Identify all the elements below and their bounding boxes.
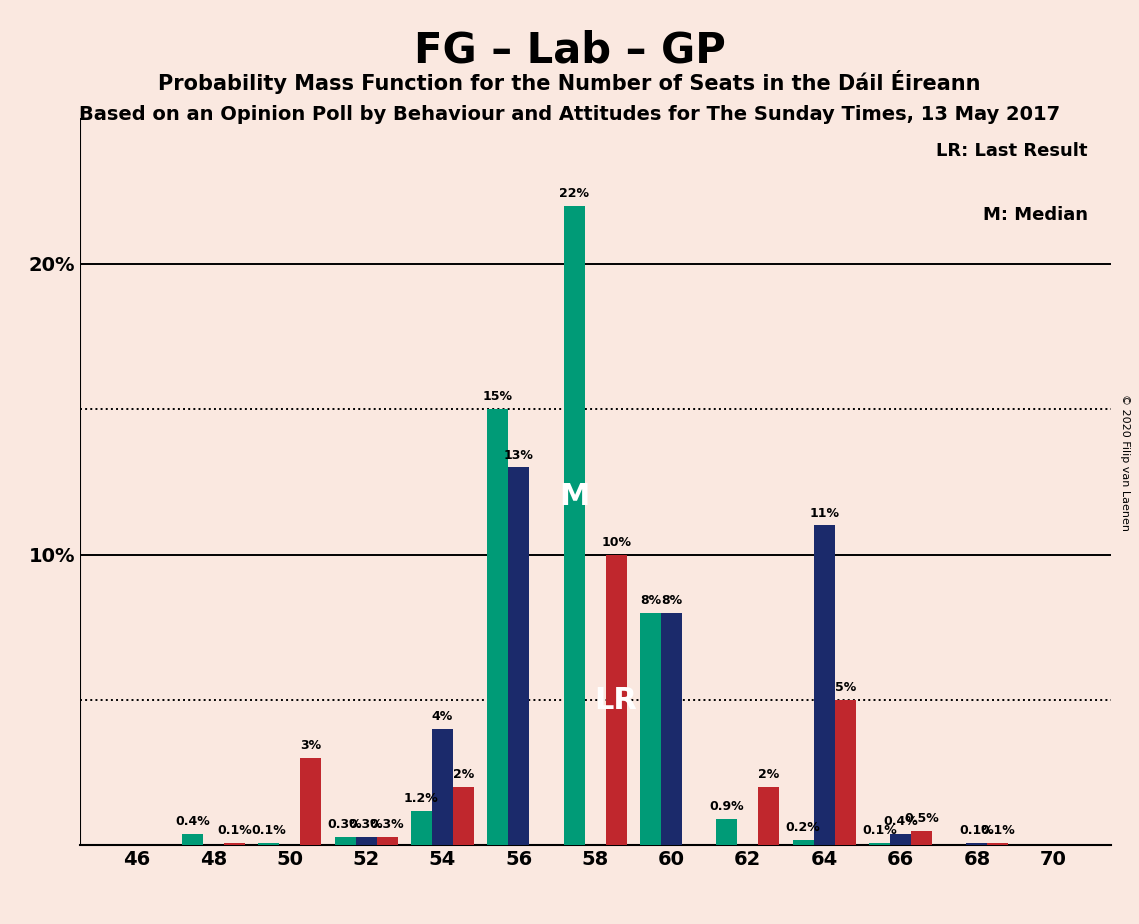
Bar (182, 833, 203, 845)
Text: 0.3%: 0.3% (328, 818, 362, 831)
Text: 0.4%: 0.4% (883, 815, 918, 828)
Bar (661, 613, 682, 845)
Text: Based on an Opinion Poll by Behaviour and Attitudes for The Sunday Times, 13 May: Based on an Opinion Poll by Behaviour an… (79, 105, 1060, 125)
Text: 0.1%: 0.1% (862, 823, 896, 837)
Bar (759, 787, 779, 845)
Bar (988, 843, 1008, 845)
Bar (869, 843, 890, 845)
Text: 11%: 11% (809, 506, 839, 519)
Bar (453, 787, 474, 845)
Text: 3%: 3% (301, 739, 321, 752)
Text: LR: Last Result: LR: Last Result (936, 141, 1088, 160)
Bar (508, 468, 530, 845)
Bar (890, 833, 911, 845)
Text: 8%: 8% (661, 594, 682, 607)
Text: 4%: 4% (432, 711, 453, 723)
Text: © 2020 Filip van Laenen: © 2020 Filip van Laenen (1121, 394, 1130, 530)
Text: 10%: 10% (601, 536, 631, 549)
Text: 0.9%: 0.9% (710, 800, 744, 813)
Text: 0.3%: 0.3% (349, 818, 384, 831)
Text: 5%: 5% (835, 681, 855, 694)
Bar (606, 554, 626, 845)
Bar (259, 843, 279, 845)
Text: 0.1%: 0.1% (252, 823, 286, 837)
Bar (432, 729, 453, 845)
Text: 13%: 13% (503, 448, 534, 461)
Bar (813, 526, 835, 845)
Bar (411, 810, 432, 845)
Bar (224, 843, 245, 845)
Text: FG – Lab – GP: FG – Lab – GP (413, 30, 726, 71)
Bar (716, 820, 737, 845)
Text: M: M (559, 482, 589, 511)
Text: 0.1%: 0.1% (216, 823, 252, 837)
Text: Probability Mass Function for the Number of Seats in the Dáil Éireann: Probability Mass Function for the Number… (158, 70, 981, 94)
Bar (911, 831, 932, 845)
Text: 2%: 2% (453, 769, 474, 782)
Text: 0.3%: 0.3% (370, 818, 404, 831)
Bar (335, 837, 355, 845)
Text: 15%: 15% (483, 390, 513, 404)
Bar (966, 843, 988, 845)
Text: 0.1%: 0.1% (981, 823, 1015, 837)
Text: 0.2%: 0.2% (786, 821, 820, 833)
Bar (564, 205, 584, 845)
Bar (355, 837, 377, 845)
Text: 0.1%: 0.1% (959, 823, 994, 837)
Text: 0.4%: 0.4% (175, 815, 210, 828)
Bar (301, 759, 321, 845)
Bar (793, 840, 813, 845)
Text: LR: LR (595, 686, 638, 714)
Text: 0.5%: 0.5% (904, 812, 939, 825)
Bar (377, 837, 398, 845)
Text: 8%: 8% (640, 594, 661, 607)
Text: 2%: 2% (759, 769, 779, 782)
Bar (835, 700, 855, 845)
Bar (640, 613, 661, 845)
Bar (487, 409, 508, 845)
Text: M: Median: M: Median (983, 205, 1088, 224)
Text: 22%: 22% (559, 187, 589, 200)
Text: 1.2%: 1.2% (404, 792, 439, 805)
